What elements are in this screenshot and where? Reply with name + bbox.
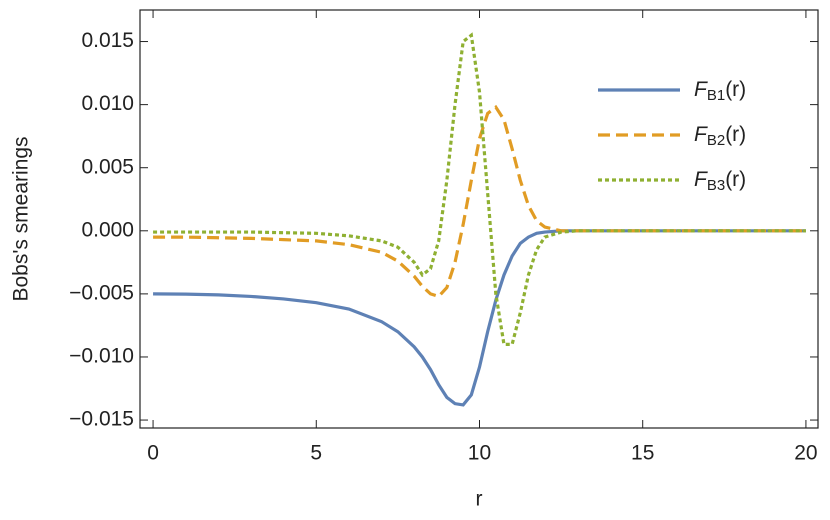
x-axis-title: r bbox=[476, 488, 483, 511]
y-tick-label: 0.005 bbox=[81, 155, 134, 178]
x-tick-label: 20 bbox=[794, 442, 817, 465]
series-line bbox=[153, 32, 806, 346]
y-tick-label: 0.010 bbox=[81, 92, 134, 115]
x-tick-label: 0 bbox=[147, 442, 159, 465]
legend-label: FB1(r) bbox=[694, 78, 746, 104]
y-axis-title: Bobs's smearings bbox=[10, 136, 33, 301]
x-tick-label: 10 bbox=[468, 442, 491, 465]
y-tick-label: 0.015 bbox=[81, 29, 134, 52]
legend-label: FB2(r) bbox=[694, 123, 746, 149]
y-tick-label: −0.015 bbox=[69, 408, 134, 431]
x-tick-label: 5 bbox=[310, 442, 322, 465]
y-tick-label: −0.010 bbox=[69, 345, 134, 368]
legend-label: FB3(r) bbox=[694, 168, 746, 194]
series-line bbox=[153, 229, 806, 407]
y-tick-label: −0.005 bbox=[69, 281, 134, 304]
x-tick-label: 15 bbox=[631, 442, 654, 465]
y-tick-label: 0.000 bbox=[81, 218, 134, 241]
